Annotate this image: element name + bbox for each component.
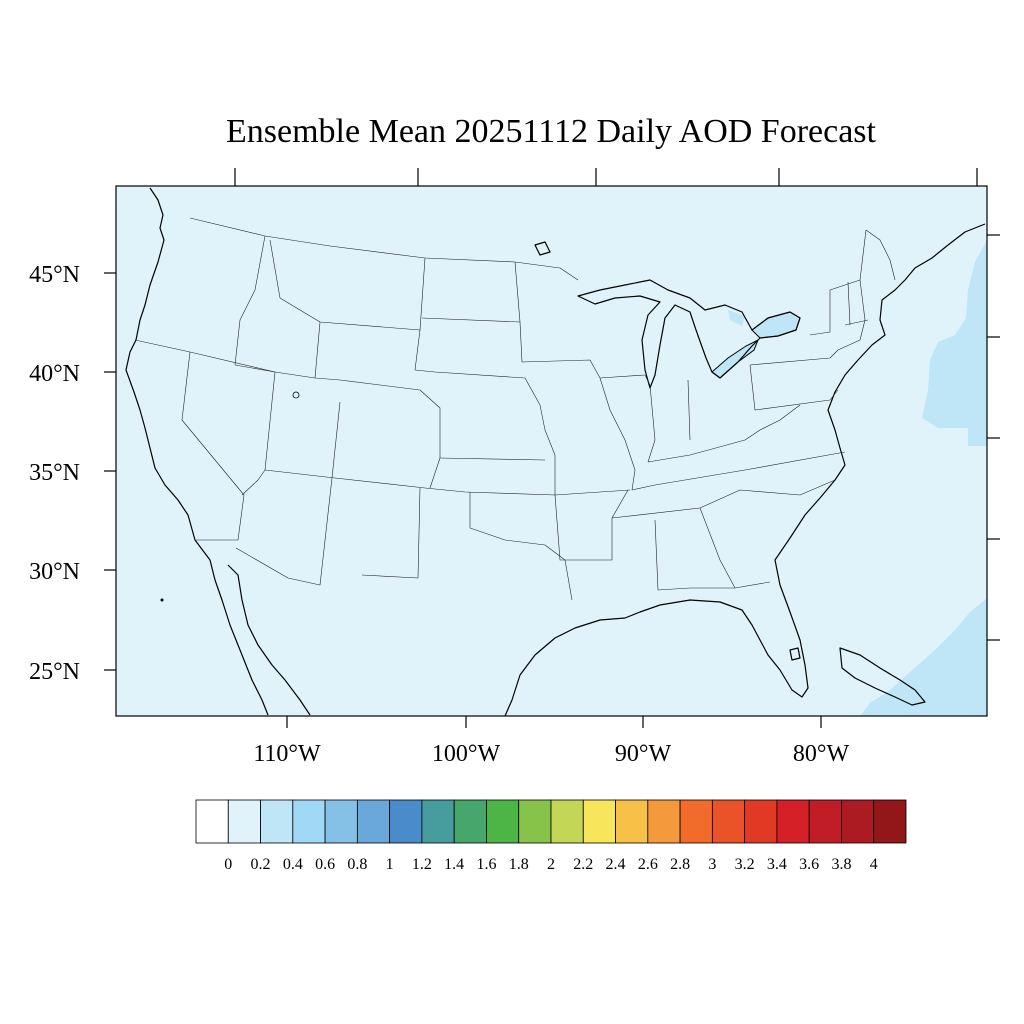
colorbar-label: 0.4 — [283, 856, 303, 873]
figure-title: Ensemble Mean 20251112 Daily AOD Forecas… — [226, 113, 877, 150]
lat-label-35: 35°N — [29, 460, 80, 486]
colorbar-label: 3.2 — [735, 856, 755, 873]
colorbar-swatch — [421, 799, 455, 844]
colorbar-label: 2.4 — [606, 856, 626, 873]
colorbar-swatch — [582, 799, 616, 844]
colorbar-swatch — [260, 799, 294, 844]
colorbar: 0 0.2 0.4 0.6 0.8 1 1.2 1.4 1.6 1.8 2 2.2 2.4 2.6 2.8 3… — [195, 799, 907, 873]
lat-label-30: 30°N — [29, 559, 80, 585]
great-salt-lake — [292, 391, 300, 399]
lon-label-90: 90°W — [615, 741, 672, 767]
colorbar-label: 1 — [386, 856, 394, 873]
island-mark — [160, 598, 164, 602]
colorbar-swatch — [711, 799, 746, 844]
colorbar-label: 3.8 — [831, 856, 851, 873]
cuba-coastline — [839, 647, 926, 706]
aod-patch-atlantic — [922, 240, 987, 446]
colorbar-label: 1.4 — [444, 856, 464, 873]
baja-coastline — [227, 564, 311, 716]
colorbar-label: 2.2 — [573, 856, 593, 873]
colorbar-swatch — [195, 799, 229, 844]
map-ticks — [104, 168, 1000, 728]
colorbar-label: 4 — [870, 856, 878, 873]
lake-huron-patch — [728, 310, 745, 326]
colorbar-swatch — [292, 799, 326, 844]
colorbar-label: 3.4 — [767, 856, 787, 873]
colorbar-swatch — [615, 799, 649, 844]
colorbar-swatch — [776, 799, 810, 844]
colorbar-swatch — [518, 799, 552, 844]
colorbar-swatch — [841, 799, 875, 844]
lon-label-100: 100°W — [432, 741, 501, 767]
colorbar-swatch — [550, 799, 584, 844]
pacific-coastline — [125, 187, 269, 716]
colorbar-swatch — [873, 799, 907, 844]
map-frame — [115, 185, 988, 717]
okeechobee — [789, 647, 801, 661]
lat-label-25: 25°N — [29, 659, 80, 685]
colorbar-swatch — [453, 799, 487, 844]
colorbar-swatch — [647, 799, 681, 844]
colorbar-label: 1.6 — [476, 856, 496, 873]
lake-winnipeg-shore — [534, 241, 551, 256]
colorbar-swatch — [679, 799, 713, 844]
political-borders — [134, 217, 896, 601]
colorbar-label: 1.8 — [509, 856, 529, 873]
lon-label-110: 110°W — [253, 741, 321, 767]
colorbar-label: 2 — [547, 856, 555, 873]
colorbar-label: 2.8 — [670, 856, 690, 873]
colorbar-swatch — [744, 799, 778, 844]
colorbar-swatch — [324, 799, 358, 844]
colorbar-label: 0.2 — [251, 856, 271, 873]
colorbar-swatch — [808, 799, 842, 844]
colorbar-label: 0.8 — [347, 856, 367, 873]
colorbar-label: 0 — [224, 856, 232, 873]
colorbar-swatch — [227, 799, 261, 844]
colorbar-label: 3.6 — [799, 856, 819, 873]
mexico-gulf-coastline — [504, 223, 986, 717]
great-lakes-coastline — [577, 279, 801, 389]
colorbar-swatch — [356, 799, 391, 844]
colorbar-label: 2.6 — [638, 856, 658, 873]
aod-patch-caribbean — [860, 598, 987, 716]
lat-label-45: 45°N — [29, 262, 80, 288]
colorbar-label: 0.6 — [315, 856, 335, 873]
colorbar-swatch — [389, 799, 423, 844]
colorbar-swatch — [486, 799, 520, 844]
lon-label-80: 80°W — [793, 741, 850, 767]
colorbar-label: 3 — [708, 856, 716, 873]
map-panel: 45°N 40°N 35°N 30°N 25°N 110°W 100°W 90°… — [29, 168, 1000, 767]
lat-label-40: 40°N — [29, 361, 80, 387]
colorbar-label: 1.2 — [412, 856, 432, 873]
map-background — [116, 186, 987, 716]
